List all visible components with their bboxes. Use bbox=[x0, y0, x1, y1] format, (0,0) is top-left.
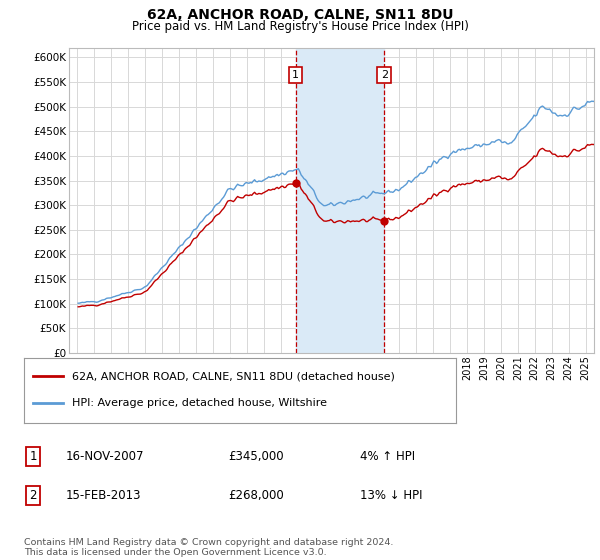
Text: 4% ↑ HPI: 4% ↑ HPI bbox=[360, 450, 415, 463]
Text: HPI: Average price, detached house, Wiltshire: HPI: Average price, detached house, Wilt… bbox=[71, 399, 326, 408]
Text: 1: 1 bbox=[29, 450, 37, 463]
Text: 15-FEB-2013: 15-FEB-2013 bbox=[66, 489, 142, 502]
Text: Contains HM Land Registry data © Crown copyright and database right 2024.
This d: Contains HM Land Registry data © Crown c… bbox=[24, 538, 394, 557]
Text: £345,000: £345,000 bbox=[228, 450, 284, 463]
Bar bbox=[296, 48, 385, 353]
Text: 62A, ANCHOR ROAD, CALNE, SN11 8DU: 62A, ANCHOR ROAD, CALNE, SN11 8DU bbox=[147, 8, 453, 22]
Text: 62A, ANCHOR ROAD, CALNE, SN11 8DU (detached house): 62A, ANCHOR ROAD, CALNE, SN11 8DU (detac… bbox=[71, 371, 394, 381]
Text: £268,000: £268,000 bbox=[228, 489, 284, 502]
Text: 13% ↓ HPI: 13% ↓ HPI bbox=[360, 489, 422, 502]
Text: 2: 2 bbox=[381, 70, 388, 80]
Text: Price paid vs. HM Land Registry's House Price Index (HPI): Price paid vs. HM Land Registry's House … bbox=[131, 20, 469, 32]
Text: 2: 2 bbox=[29, 489, 37, 502]
Text: 16-NOV-2007: 16-NOV-2007 bbox=[66, 450, 145, 463]
Text: 1: 1 bbox=[292, 70, 299, 80]
